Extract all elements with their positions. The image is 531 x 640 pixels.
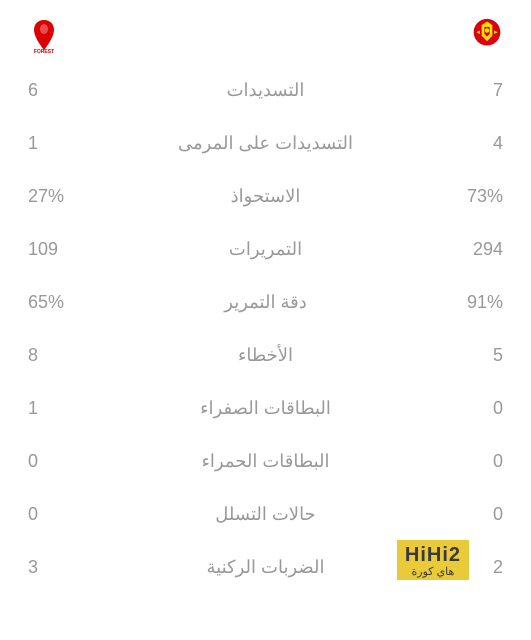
stat-right-value: 0: [443, 504, 503, 525]
watermark-sub: هاي كورة: [405, 566, 461, 580]
stat-label: التسديدات: [88, 80, 443, 101]
stat-right-value: 5: [443, 345, 503, 366]
stat-row: 109 التمريرات 294: [28, 223, 503, 276]
stat-label: الضربات الركنية: [88, 557, 443, 578]
stat-row: 0 البطاقات الحمراء 0: [28, 435, 503, 488]
stat-left-value: 0: [28, 451, 88, 472]
stat-row: 8 الأخطاء 5: [28, 329, 503, 382]
stat-right-value: 0: [443, 398, 503, 419]
stat-left-value: 8: [28, 345, 88, 366]
watermark: HiHi2 هاي كورة: [397, 540, 469, 580]
stat-left-value: 65%: [28, 292, 88, 313]
header: FOREST: [0, 0, 531, 64]
stat-row: 65% دقة التمرير 91%: [28, 276, 503, 329]
stat-left-value: 27%: [28, 186, 88, 207]
stat-row: 6 التسديدات 7: [28, 64, 503, 117]
stat-label: التسديدات على المرمى: [88, 133, 443, 154]
stat-right-value: 0: [443, 451, 503, 472]
stat-left-value: 3: [28, 557, 88, 578]
stat-row: 27% الاستحواذ 73%: [28, 170, 503, 223]
stat-left-value: 109: [28, 239, 88, 260]
team-right-logo: [471, 18, 503, 54]
stat-left-value: 1: [28, 398, 88, 419]
stat-row: 1 البطاقات الصفراء 0: [28, 382, 503, 435]
team-left-logo: FOREST: [28, 18, 60, 54]
stat-row: 0 حالات التسلل 0: [28, 488, 503, 541]
stat-label: التمريرات: [88, 239, 443, 260]
stats-table: 6 التسديدات 7 1 التسديدات على المرمى 4 2…: [0, 64, 531, 594]
stat-label: البطاقات الصفراء: [88, 398, 443, 419]
stat-left-value: 6: [28, 80, 88, 101]
stat-label: الأخطاء: [88, 345, 443, 366]
stat-right-value: 4: [443, 133, 503, 154]
stat-label: البطاقات الحمراء: [88, 451, 443, 472]
stat-right-value: 91%: [443, 292, 503, 313]
stat-left-value: 0: [28, 504, 88, 525]
stat-label: حالات التسلل: [88, 504, 443, 525]
stat-left-value: 1: [28, 133, 88, 154]
stat-label: دقة التمرير: [88, 292, 443, 313]
svg-text:FOREST: FOREST: [34, 49, 54, 54]
stat-row: 1 التسديدات على المرمى 4: [28, 117, 503, 170]
stat-right-value: 73%: [443, 186, 503, 207]
stat-label: الاستحواذ: [88, 186, 443, 207]
stat-right-value: 294: [443, 239, 503, 260]
stat-right-value: 7: [443, 80, 503, 101]
watermark-main: HiHi2: [405, 544, 461, 566]
